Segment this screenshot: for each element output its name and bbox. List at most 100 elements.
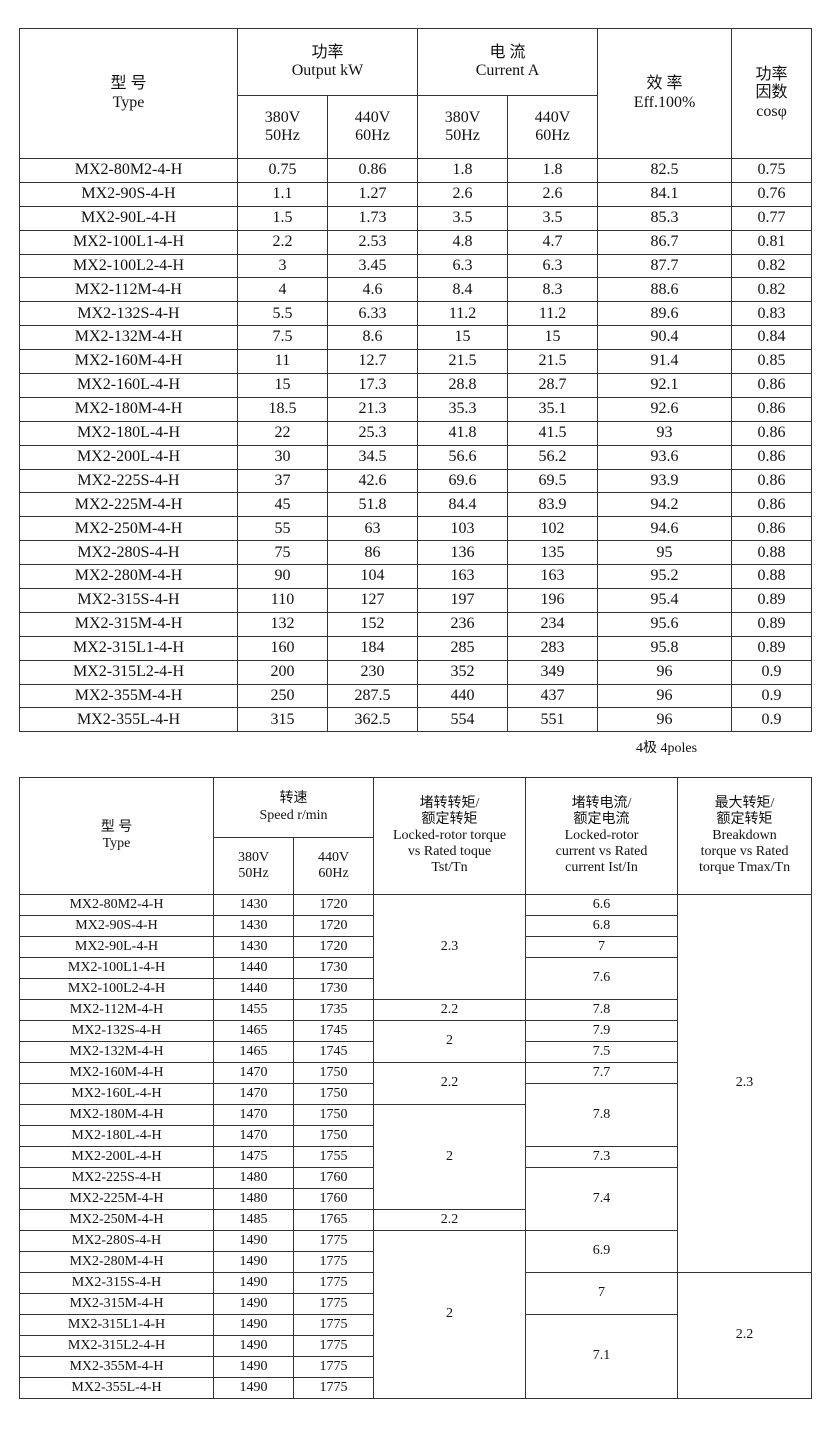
output-440v-cell: 1.73 xyxy=(326,205,419,231)
table-row: MX2-132S-4-H 1465 1745 2 7.9 xyxy=(19,1020,812,1063)
table-row: MX2-100L1-4-H 1440 1730 7.6 xyxy=(19,957,812,1000)
power-factor-cell: 0.89 xyxy=(731,635,813,661)
type-cell: MX2-160M-4-H xyxy=(19,1062,214,1084)
output-440v-cell: 8.6 xyxy=(326,325,419,351)
output-380v-cell: 1.5 xyxy=(237,205,328,231)
current-440v-cell: 6.3 xyxy=(507,253,599,279)
output-440v-cell: 63 xyxy=(326,516,419,542)
table-row: MX2-180M-4-H 18.5 21.3 35.3 35.1 92.6 0.86 xyxy=(19,396,813,422)
header-speed: 转速 Speed r/min xyxy=(212,777,375,838)
speed-380v-cell: 1430 xyxy=(213,915,294,937)
table-row: MX2-315L1-4-H 1490 1775 7.1 xyxy=(19,1314,812,1399)
output-380v-cell: 45 xyxy=(237,492,328,518)
power-factor-cell: 0.89 xyxy=(731,588,813,613)
speed-440v-cell: 1775 xyxy=(292,1251,375,1273)
speed-380v-cell: 1490 xyxy=(213,1272,294,1294)
locked-rotor-torque-cell: 2.2 xyxy=(373,1062,527,1105)
output-380v-cell: 3 xyxy=(237,253,328,279)
table-row: MX2-112M-4-H 4 4.6 8.4 8.3 88.6 0.82 xyxy=(19,277,813,303)
type-cell: MX2-80M2-4-H xyxy=(19,158,238,183)
speed-380v-cell: 1490 xyxy=(213,1314,294,1336)
output-380v-cell: 4 xyxy=(237,277,328,303)
locked-rotor-torque-cell: 2.3 xyxy=(373,894,527,1000)
output-380v-cell: 22 xyxy=(237,420,328,446)
power-factor-cell: 0.86 xyxy=(731,420,813,446)
output-440v-cell: 2.53 xyxy=(326,229,419,255)
header-breakdown-torque: 最大转矩/ 额定转矩 Breakdown torque vs Rated tor… xyxy=(677,777,813,895)
table-row: MX2-315S-4-H 110 127 197 196 95.4 0.89 xyxy=(19,588,813,613)
current-440v-cell: 102 xyxy=(507,516,599,542)
output-380v-cell: 5.5 xyxy=(237,301,328,327)
performance-table: 型 号 Type 功率 Output kW 电 流 Current A 效 率 … xyxy=(19,28,813,733)
current-440v-cell: 1.8 xyxy=(507,158,599,183)
speed-380v-cell: 1475 xyxy=(213,1146,294,1168)
output-380v-cell: 11 xyxy=(237,349,328,375)
output-380v-cell: 315 xyxy=(237,707,328,733)
output-380v-cell: 75 xyxy=(237,540,328,566)
efficiency-cell: 96 xyxy=(597,683,733,709)
speed-440v-cell: 1760 xyxy=(292,1167,375,1189)
speed-380v-cell: 1490 xyxy=(213,1356,294,1378)
table-row: MX2-280M-4-H 90 104 163 163 95.2 0.88 xyxy=(19,564,813,590)
type-cell: MX2-180L-4-H xyxy=(19,420,238,446)
efficiency-cell: 86.7 xyxy=(597,229,733,255)
speed-380v-cell: 1440 xyxy=(213,978,294,1000)
current-440v-cell: 3.5 xyxy=(507,205,599,231)
locked-rotor-current-cell: 7.4 xyxy=(525,1167,679,1231)
current-440v-cell: 196 xyxy=(507,588,599,613)
current-380v-cell: 15 xyxy=(417,325,509,351)
locked-rotor-torque-cell: 2 xyxy=(373,1104,527,1210)
speed-440v-cell: 1735 xyxy=(292,999,375,1021)
table-row: MX2-315L1-4-H 160 184 285 283 95.8 0.89 xyxy=(19,635,813,661)
power-factor-cell: 0.86 xyxy=(731,468,813,494)
header-type: 型 号 Type xyxy=(19,28,238,159)
current-380v-cell: 21.5 xyxy=(417,349,509,375)
current-440v-cell: 551 xyxy=(507,707,599,733)
locked-rotor-current-cell: 7 xyxy=(525,1272,679,1315)
header-current-380v: 380V 50Hz xyxy=(417,95,509,159)
output-440v-cell: 34.5 xyxy=(326,444,419,470)
header-efficiency: 效 率 Eff.100% xyxy=(597,28,733,159)
breakdown-torque-cell: 2.2 xyxy=(677,1272,813,1399)
type-cell: MX2-225S-4-H xyxy=(19,1167,214,1189)
output-440v-cell: 1.27 xyxy=(326,181,419,207)
table-row: MX2-280S-4-H 1490 1775 2 6.9 xyxy=(19,1230,812,1399)
type-cell: MX2-280S-4-H xyxy=(19,1230,214,1252)
table-row: MX2-180M-4-H 1470 1750 2 xyxy=(19,1104,812,1210)
speed-440v-cell: 1750 xyxy=(292,1125,375,1147)
speed-440v-cell: 1750 xyxy=(292,1062,375,1084)
speed-440v-cell: 1775 xyxy=(292,1377,375,1399)
power-factor-cell: 0.9 xyxy=(731,707,813,733)
current-380v-cell: 440 xyxy=(417,683,509,709)
type-cell: MX2-250M-4-H xyxy=(19,516,238,542)
output-380v-cell: 2.2 xyxy=(237,229,328,255)
output-380v-cell: 132 xyxy=(237,611,328,637)
speed-440v-cell: 1765 xyxy=(292,1209,375,1231)
output-440v-cell: 230 xyxy=(326,659,419,685)
current-380v-cell: 2.6 xyxy=(417,181,509,207)
table-row: MX2-132M-4-H 7.5 8.6 15 15 90.4 0.84 xyxy=(19,325,813,351)
table-row: MX2-355M-4-H 1490 1775 xyxy=(19,1356,812,1378)
output-380v-cell: 7.5 xyxy=(237,325,328,351)
type-cell: MX2-100L1-4-H xyxy=(19,229,238,255)
output-380v-cell: 110 xyxy=(237,588,328,613)
output-380v-cell: 1.1 xyxy=(237,181,328,207)
speed-380v-cell: 1470 xyxy=(213,1083,294,1105)
type-cell: MX2-132M-4-H xyxy=(19,325,238,351)
efficiency-cell: 92.6 xyxy=(597,396,733,422)
speed-380v-cell: 1470 xyxy=(213,1125,294,1147)
table-row: MX2-225M-4-H 45 51.8 84.4 83.9 94.2 0.86 xyxy=(19,492,813,518)
locked-rotor-current-cell: 7.8 xyxy=(525,999,679,1021)
efficiency-cell: 91.4 xyxy=(597,349,733,375)
speed-440v-cell: 1750 xyxy=(292,1083,375,1105)
table-row: MX2-200L-4-H 30 34.5 56.6 56.2 93.6 0.86 xyxy=(19,444,813,470)
locked-rotor-current-cell: 7.5 xyxy=(525,1041,679,1063)
current-380v-cell: 236 xyxy=(417,611,509,637)
output-440v-cell: 0.86 xyxy=(326,158,419,183)
locked-rotor-current-cell: 7.3 xyxy=(525,1146,679,1168)
output-440v-cell: 51.8 xyxy=(326,492,419,518)
type-cell: MX2-132S-4-H xyxy=(19,1020,214,1042)
efficiency-cell: 89.6 xyxy=(597,301,733,327)
power-factor-cell: 0.89 xyxy=(731,611,813,637)
current-440v-cell: 4.7 xyxy=(507,229,599,255)
